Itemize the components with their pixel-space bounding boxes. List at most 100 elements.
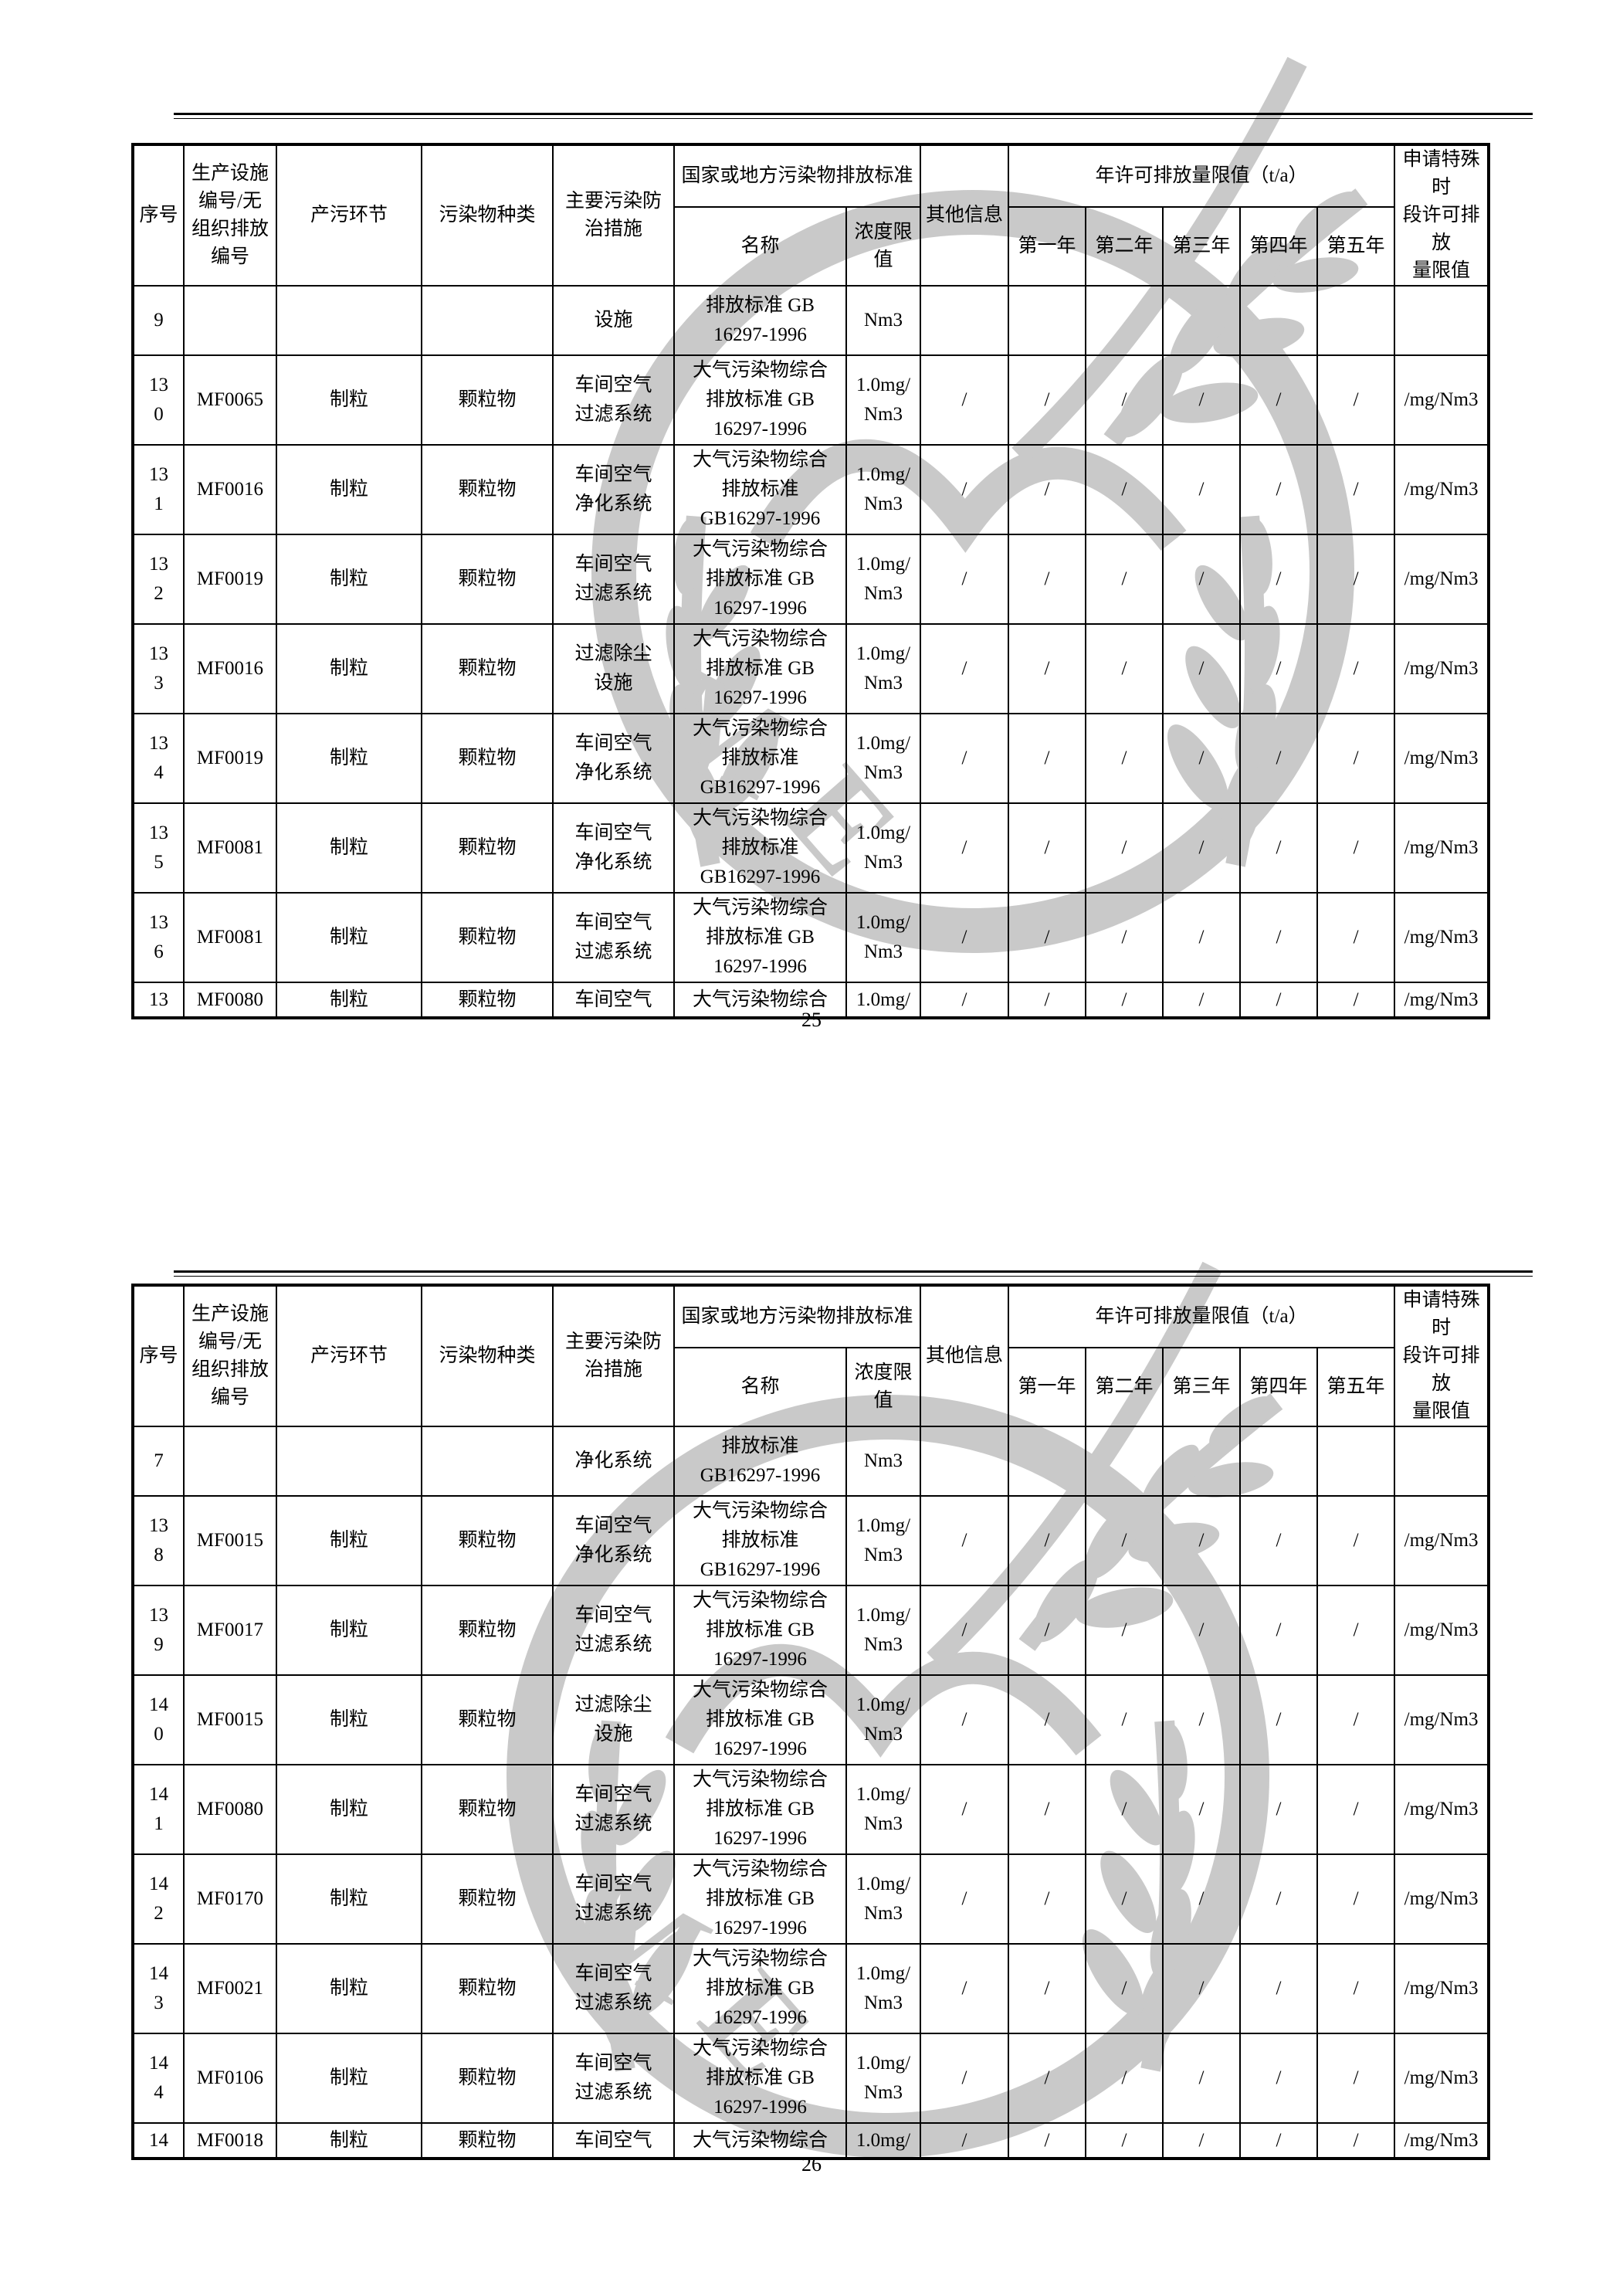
cell-standard-name: 排放标准 GB 16297-1996 bbox=[673, 285, 847, 356]
cell-concentration-limit: 1.0mg/ Nm3 bbox=[845, 444, 922, 535]
cell-pollutant-type: 颗粒物 bbox=[421, 534, 554, 625]
col-header-emission-standard-group: 国家或地方污染物排放标准 bbox=[673, 1284, 922, 1348]
cell-year-1-limit: / bbox=[1008, 534, 1087, 625]
cell-pollution-process: 制粒 bbox=[276, 802, 422, 894]
cell-year-2-limit: / bbox=[1085, 2122, 1164, 2159]
cell-pollutant-type: 颗粒物 bbox=[421, 1943, 554, 2034]
table-header: 序号 生产设施 编号/无 组织排放 编号 产污环节 污染物种类 主要污染防 治措… bbox=[132, 1284, 1490, 1428]
cell-other-info: / bbox=[920, 982, 1010, 1019]
table-row: 14 1 MF0080 制粒 颗粒物 车间空气 过滤系统 大气污染物综合 排放标… bbox=[132, 1764, 1490, 1855]
cell-year-3-limit: / bbox=[1162, 1764, 1242, 1855]
cell-year-3-limit: / bbox=[1162, 534, 1242, 625]
cell-serial-number: 13 9 bbox=[132, 1585, 185, 1676]
cell-facility-code: MF0019 bbox=[183, 713, 277, 804]
table-row: 13 3 MF0016 制粒 颗粒物 过滤除尘 设施 大气污染物综合 排放标准 … bbox=[132, 623, 1490, 714]
cell-facility-code bbox=[183, 1426, 277, 1497]
cell-control-measure: 车间空气 净化系统 bbox=[552, 802, 675, 894]
cell-year-4-limit: / bbox=[1239, 1853, 1319, 1945]
cell-year-5-limit: / bbox=[1316, 623, 1396, 714]
cell-year-5-limit bbox=[1316, 1426, 1396, 1497]
cell-year-2-limit: / bbox=[1085, 534, 1164, 625]
cell-year-4-limit: / bbox=[1239, 354, 1319, 446]
cell-pollutant-type: 颗粒物 bbox=[421, 802, 554, 894]
col-header-special-period: 申请特殊时 段许可排放 量限值 bbox=[1394, 144, 1490, 287]
col-header-other-info: 其他信息 bbox=[920, 1284, 1010, 1427]
cell-pollution-process: 制粒 bbox=[276, 2122, 422, 2159]
cell-year-1-limit: / bbox=[1008, 1853, 1087, 1945]
cell-year-2-limit: / bbox=[1085, 982, 1164, 1019]
cell-year-4-limit: / bbox=[1239, 623, 1319, 714]
cell-other-info: / bbox=[920, 444, 1010, 535]
cell-year-2-limit: / bbox=[1085, 1764, 1164, 1855]
cell-control-measure: 净化系统 bbox=[552, 1426, 675, 1497]
cell-pollution-process: 制粒 bbox=[276, 713, 422, 804]
cell-year-5-limit: / bbox=[1316, 1853, 1396, 1945]
cell-pollution-process bbox=[276, 285, 422, 356]
cell-facility-code: MF0106 bbox=[183, 2033, 277, 2124]
cell-serial-number: 14 bbox=[132, 2122, 185, 2159]
cell-year-4-limit: / bbox=[1239, 1674, 1319, 1765]
cell-other-info: / bbox=[920, 2122, 1010, 2159]
cell-other-info: / bbox=[920, 892, 1010, 983]
cell-pollution-process: 制粒 bbox=[276, 1943, 422, 2034]
cell-year-4-limit: / bbox=[1239, 534, 1319, 625]
col-header-year-2: 第二年 bbox=[1085, 1346, 1164, 1428]
cell-facility-code: MF0015 bbox=[183, 1495, 277, 1586]
cell-year-3-limit: / bbox=[1162, 1853, 1242, 1945]
col-header-year-4: 第四年 bbox=[1239, 1346, 1319, 1428]
cell-year-1-limit: / bbox=[1008, 444, 1087, 535]
cell-serial-number: 13 5 bbox=[132, 802, 185, 894]
cell-concentration-limit: 1.0mg/ Nm3 bbox=[845, 1674, 922, 1765]
col-header-year-2: 第二年 bbox=[1085, 205, 1164, 287]
cell-serial-number: 9 bbox=[132, 285, 185, 356]
cell-facility-code: MF0019 bbox=[183, 534, 277, 625]
cell-year-5-limit: / bbox=[1316, 982, 1396, 1019]
cell-year-1-limit: / bbox=[1008, 354, 1087, 446]
col-header-facility-code: 生产设施 编号/无 组织排放 编号 bbox=[183, 144, 277, 287]
cell-pollution-process: 制粒 bbox=[276, 354, 422, 446]
cell-concentration-limit: Nm3 bbox=[845, 285, 922, 356]
cell-year-3-limit: / bbox=[1162, 354, 1242, 446]
table-row: 13 6 MF0081 制粒 颗粒物 车间空气 过滤系统 大气污染物综合 排放标… bbox=[132, 892, 1490, 983]
cell-year-5-limit: / bbox=[1316, 1495, 1396, 1586]
col-header-serial: 序号 bbox=[132, 1284, 185, 1427]
cell-control-measure: 车间空气 净化系统 bbox=[552, 444, 675, 535]
cell-pollution-process: 制粒 bbox=[276, 444, 422, 535]
cell-control-measure: 过滤除尘 设施 bbox=[552, 1674, 675, 1765]
cell-year-1-limit bbox=[1008, 1426, 1087, 1497]
cell-year-3-limit: / bbox=[1162, 1943, 1242, 2034]
cell-concentration-limit: 1.0mg/ Nm3 bbox=[845, 1853, 922, 1945]
col-header-year-4: 第四年 bbox=[1239, 205, 1319, 287]
cell-year-2-limit: / bbox=[1085, 1674, 1164, 1765]
cell-facility-code: MF0016 bbox=[183, 444, 277, 535]
cell-standard-name: 大气污染物综合 排放标准 GB 16297-1996 bbox=[673, 1674, 847, 1765]
table-row: 14 4 MF0106 制粒 颗粒物 车间空气 过滤系统 大气污染物综合 排放标… bbox=[132, 2033, 1490, 2124]
cell-other-info bbox=[920, 1426, 1010, 1497]
cell-serial-number: 14 1 bbox=[132, 1764, 185, 1855]
cell-other-info: / bbox=[920, 534, 1010, 625]
col-header-emission-standard-group: 国家或地方污染物排放标准 bbox=[673, 144, 922, 208]
col-header-other-info: 其他信息 bbox=[920, 144, 1010, 287]
cell-special-period-limit: /mg/Nm3 bbox=[1394, 1674, 1490, 1765]
cell-serial-number: 7 bbox=[132, 1426, 185, 1497]
cell-control-measure: 车间空气 过滤系统 bbox=[552, 2033, 675, 2124]
table-row: 13 9 MF0017 制粒 颗粒物 车间空气 过滤系统 大气污染物综合 排放标… bbox=[132, 1585, 1490, 1676]
cell-year-1-limit: / bbox=[1008, 802, 1087, 894]
cell-facility-code: MF0015 bbox=[183, 1674, 277, 1765]
cell-year-4-limit: / bbox=[1239, 444, 1319, 535]
cell-year-3-limit bbox=[1162, 1426, 1242, 1497]
cell-year-5-limit: / bbox=[1316, 1764, 1396, 1855]
table-row: 13 2 MF0019 制粒 颗粒物 车间空气 过滤系统 大气污染物综合 排放标… bbox=[132, 534, 1490, 625]
cell-standard-name: 大气污染物综合 bbox=[673, 2122, 847, 2159]
table-row: 13 1 MF0016 制粒 颗粒物 车间空气 净化系统 大气污染物综合 排放标… bbox=[132, 444, 1490, 535]
cell-control-measure: 车间空气 过滤系统 bbox=[552, 1943, 675, 2034]
table-row: 7 净化系统 排放标准 GB16297-1996 Nm3 bbox=[132, 1426, 1490, 1497]
col-header-control-measures: 主要污染防 治措施 bbox=[552, 1284, 675, 1427]
cell-special-period-limit: /mg/Nm3 bbox=[1394, 2033, 1490, 2124]
cell-serial-number: 13 1 bbox=[132, 444, 185, 535]
emission-limits-table-page-26: 序号 生产设施 编号/无 组织排放 编号 产污环节 污染物种类 主要污染防 治措… bbox=[131, 1284, 1491, 2160]
cell-pollutant-type: 颗粒物 bbox=[421, 623, 554, 714]
cell-pollution-process bbox=[276, 1426, 422, 1497]
cell-year-2-limit: / bbox=[1085, 1495, 1164, 1586]
